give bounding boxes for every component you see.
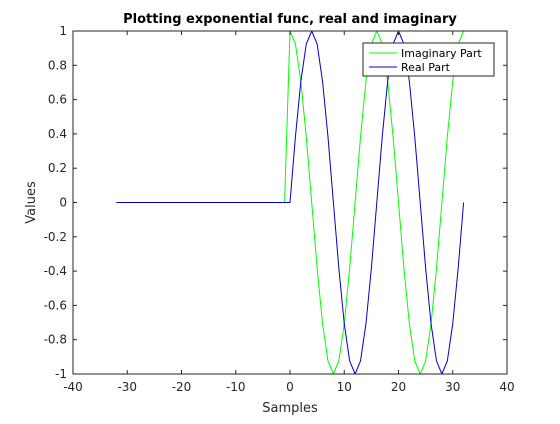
x-tick-label: 0 (286, 380, 294, 394)
x-tick-label: 30 (445, 380, 460, 394)
legend: Imaginary Part Real Part (362, 42, 495, 77)
plot-frame (72, 30, 508, 375)
y-tick-label: -0.8 (44, 333, 67, 347)
y-tick-label: 0 (59, 196, 67, 210)
y-tick-label: 0.8 (48, 58, 67, 72)
legend-label-real: Real Part (401, 61, 451, 74)
x-tick-label: 10 (337, 380, 352, 394)
legend-box (362, 42, 495, 77)
y-tick-label: -0.6 (44, 298, 67, 312)
y-tick-label: 1 (59, 24, 67, 38)
y-tick-label: 0.4 (48, 127, 67, 141)
x-axis-label: Samples (262, 401, 318, 416)
y-tick-label: -1 (55, 367, 67, 381)
x-tick-label: -40 (63, 380, 83, 394)
y-tick-label: -0.2 (44, 230, 67, 244)
x-tick-label: -30 (117, 380, 137, 394)
y-tick-label: 0.6 (48, 93, 67, 107)
x-tick-label: -10 (226, 380, 246, 394)
y-axis-label: Values (24, 181, 39, 224)
y-tick-label: -0.4 (44, 264, 67, 278)
x-tick-label: -20 (172, 380, 192, 394)
legend-label-imaginary: Imaginary Part (401, 47, 482, 60)
x-tick-label: 20 (391, 380, 406, 394)
x-tick-label: 40 (499, 380, 514, 394)
chart-title: Plotting exponential func, real and imag… (123, 12, 457, 27)
tick-layer: -40 -30 -20 -10 0 10 20 30 40-1-0.8-0.6-0.4-0.20… (44, 24, 515, 394)
y-tick-label: 0.2 (48, 161, 67, 175)
